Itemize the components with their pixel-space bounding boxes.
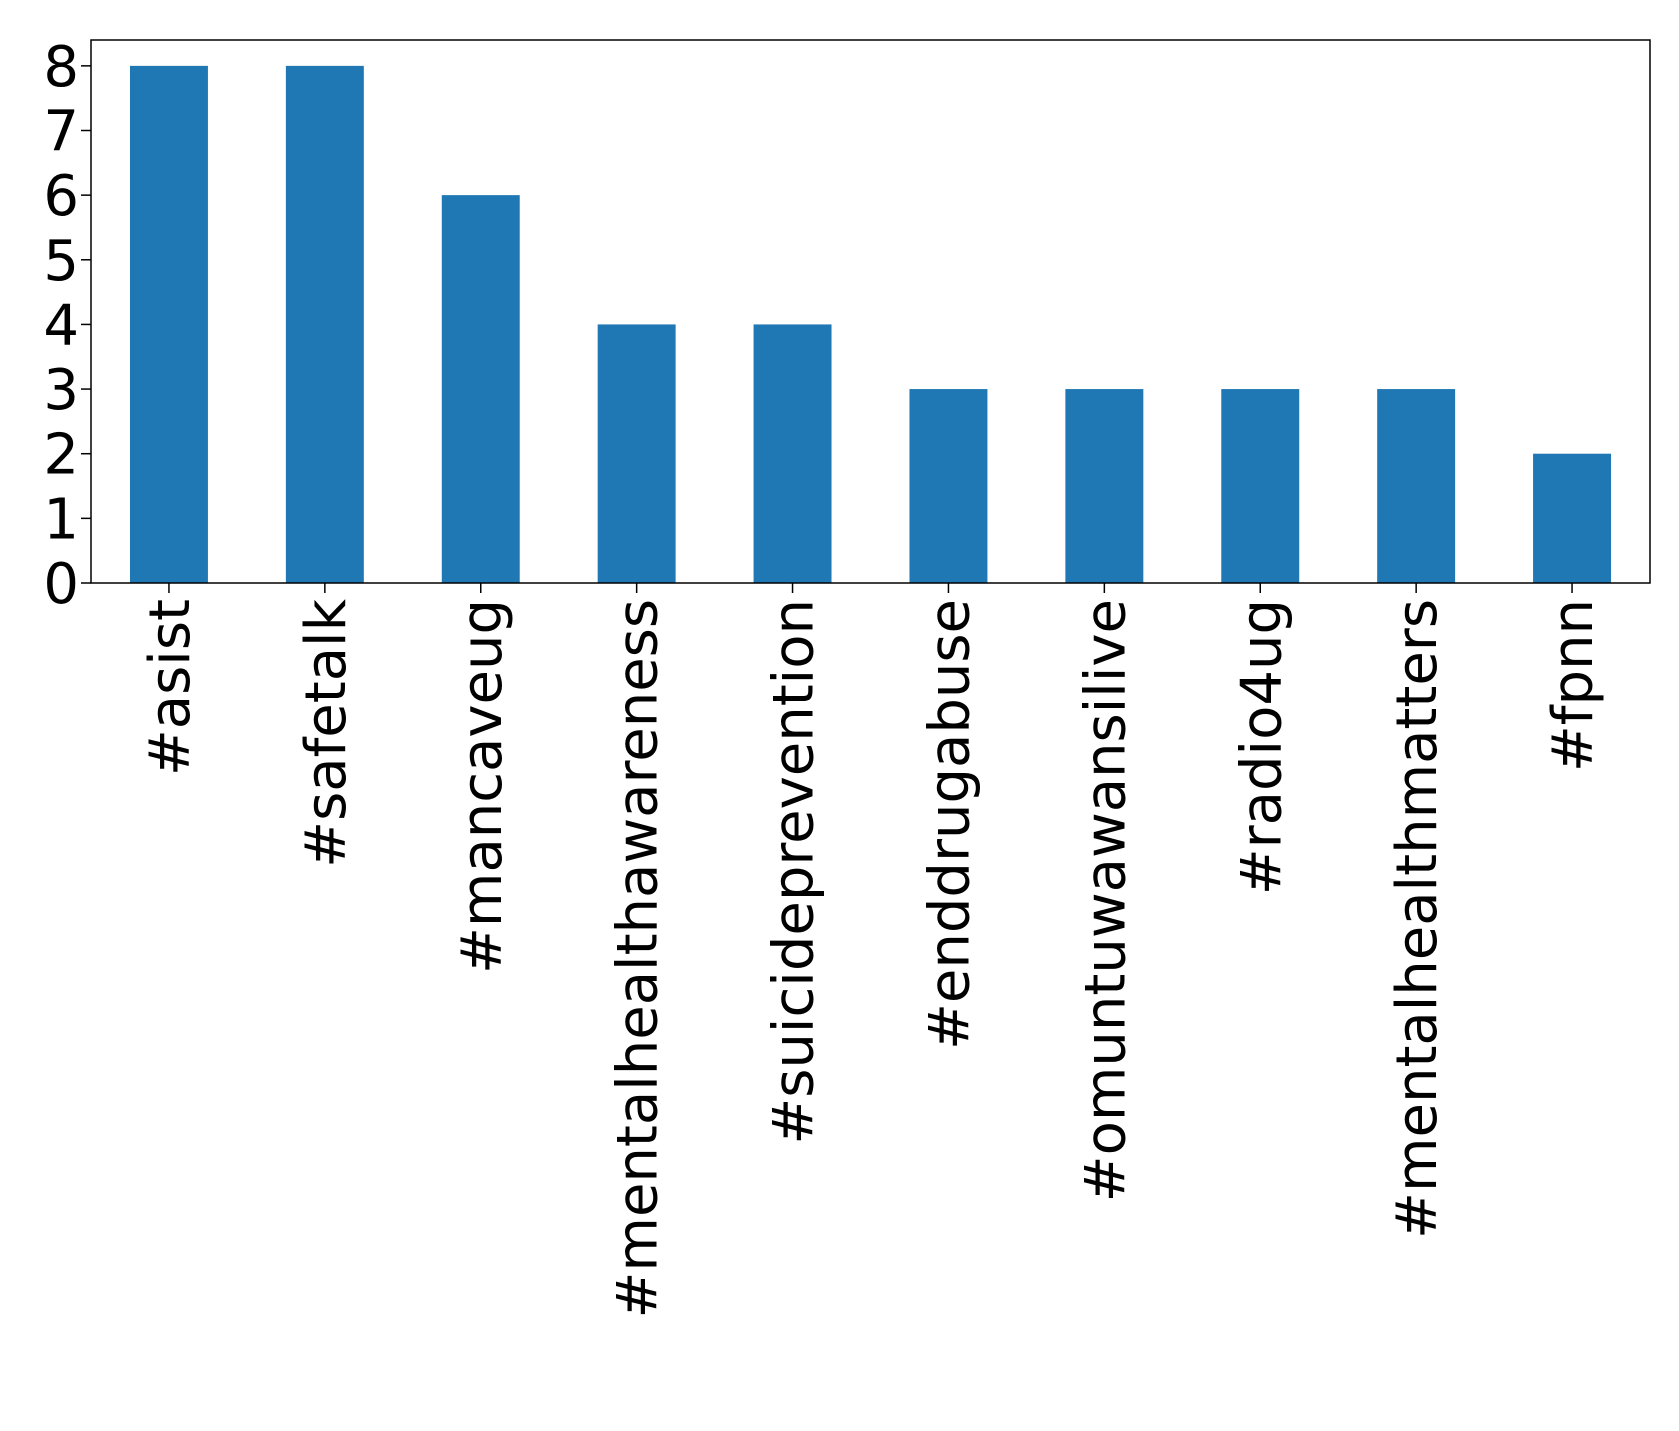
y-tick-label: 3 <box>43 358 79 423</box>
bar-suicideprevention <box>753 324 832 583</box>
bar-mentalhealthawareness <box>597 324 676 583</box>
plot-area-frame <box>90 39 1651 584</box>
bar-fpnn <box>1533 453 1612 583</box>
x-tick-label: #mentalhealthawareness <box>606 599 671 1319</box>
x-tick-label: #mancaveug <box>450 599 515 974</box>
bar-asist <box>129 65 208 584</box>
bar-mentalhealthmatters <box>1377 389 1456 583</box>
x-tick-label: #safetalk <box>294 598 359 867</box>
x-axis: #asist #safetalk #mancaveug #mentalhealthaw… <box>138 583 1606 1319</box>
y-tick-label: 4 <box>43 293 79 358</box>
y-tick-label: 5 <box>43 229 79 294</box>
y-tick-label: 6 <box>43 164 79 229</box>
x-tick-label: #asist <box>138 599 203 776</box>
x-tick-label: #mentalhealthmatters <box>1385 599 1450 1239</box>
y-tick-label: 0 <box>43 552 79 617</box>
y-tick-label: 8 <box>43 35 79 100</box>
bar-omuntuwawansilive <box>1065 389 1144 583</box>
x-tick-label: #fpnn <box>1541 599 1606 772</box>
bar-enddrugabuse <box>909 389 988 583</box>
y-tick-label: 7 <box>43 100 79 165</box>
bars-group <box>129 65 1612 584</box>
x-tick-label: #suicideprevention <box>762 599 827 1145</box>
x-tick-label: #omuntuwawansilive <box>1073 599 1138 1202</box>
bar-mancaveug <box>441 195 520 583</box>
y-tick-label: 2 <box>43 423 79 488</box>
x-tick-label: #enddrugabuse <box>917 599 982 1050</box>
x-tick-label: #radio4ug <box>1229 599 1294 895</box>
bar-radio4ug <box>1221 389 1300 583</box>
y-tick-label: 1 <box>43 487 79 552</box>
bar-safetalk <box>285 65 364 584</box>
